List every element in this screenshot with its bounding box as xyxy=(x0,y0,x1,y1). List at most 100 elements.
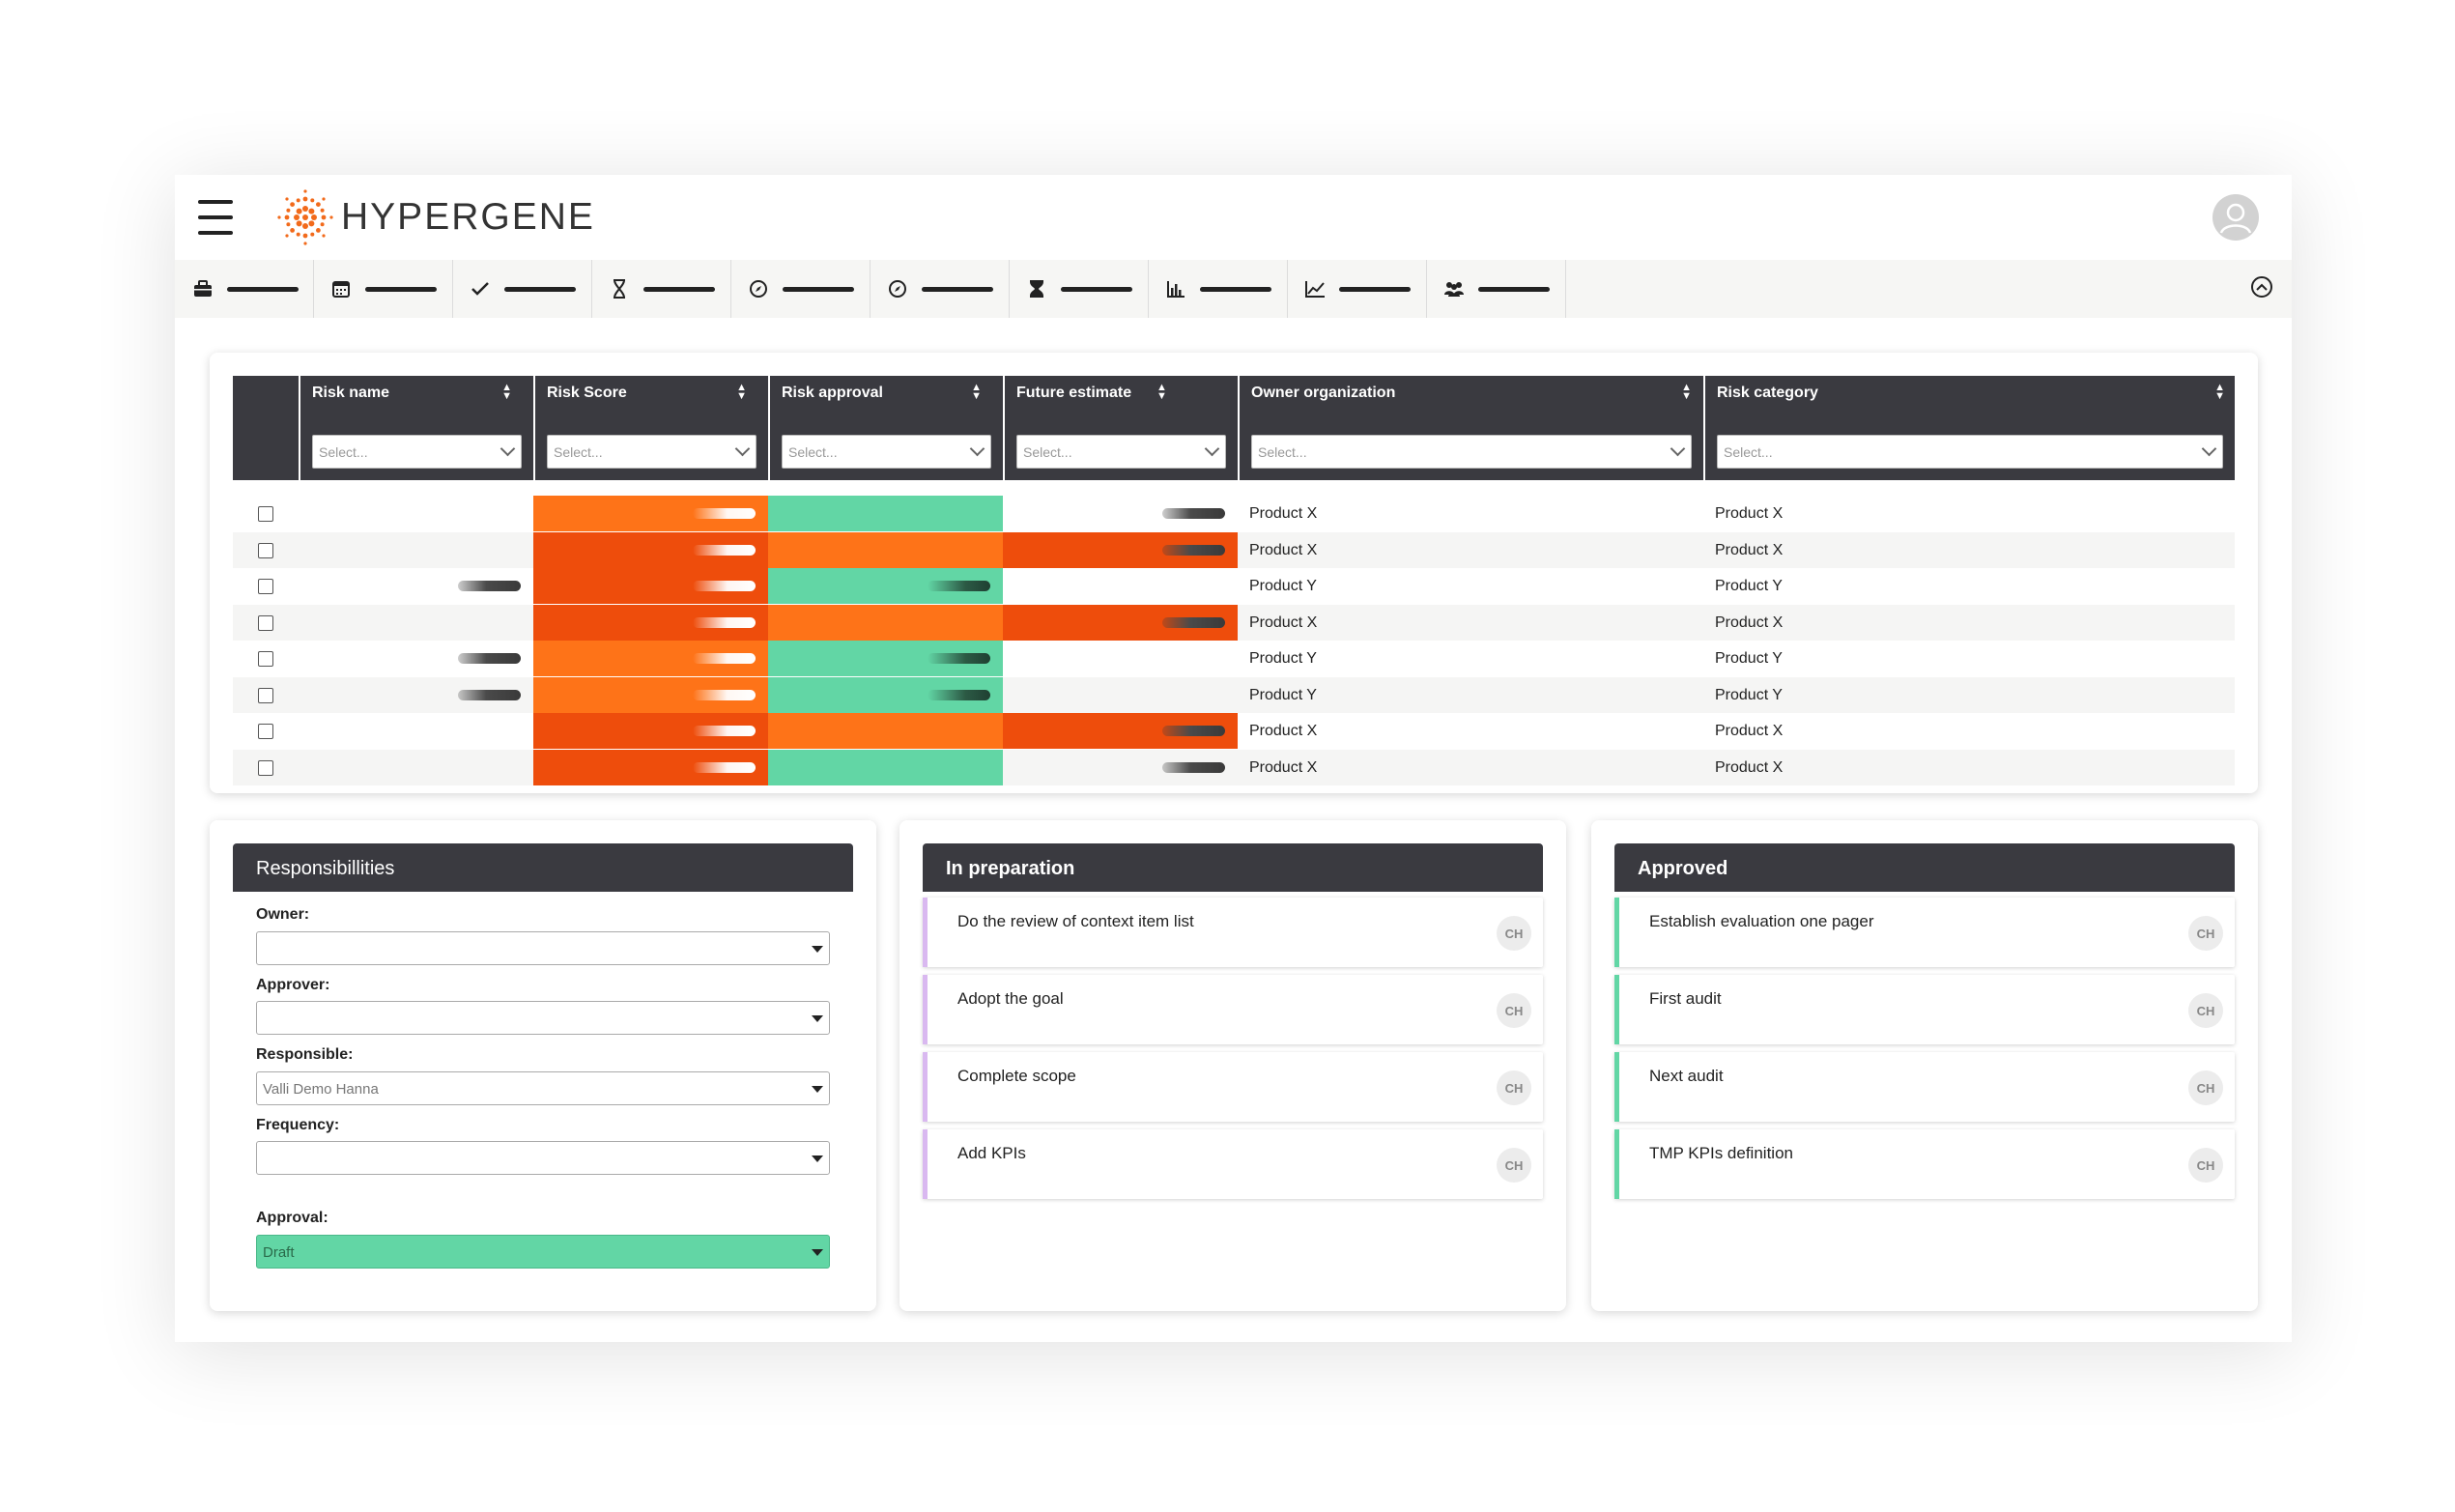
module-toolbar xyxy=(175,260,2292,318)
owner-organization-filter[interactable]: Select... xyxy=(1251,435,1692,469)
column-risk-score[interactable]: Risk Score ▲ ▼ Select... xyxy=(533,376,768,480)
risk-approval-filter[interactable]: Select... xyxy=(782,435,991,469)
owner-dropdown[interactable] xyxy=(256,931,830,965)
task-card[interactable]: Add KPIs CH xyxy=(923,1129,1543,1199)
sort-icon[interactable]: ▲ ▼ xyxy=(501,382,512,402)
value-pill xyxy=(693,761,756,773)
toolbar-item-hourglass[interactable] xyxy=(591,260,731,318)
column-future-estimate[interactable]: Future estimate ▲ ▼ Select... xyxy=(1003,376,1238,480)
hamburger-icon[interactable] xyxy=(198,198,233,237)
assignee-avatar[interactable]: CH xyxy=(2188,1070,2223,1105)
task-card[interactable]: Next audit CH xyxy=(1614,1052,2235,1122)
owner-organization-text: Product Y xyxy=(1249,686,1317,703)
risk-approval-cell xyxy=(768,568,1003,604)
status-accent xyxy=(923,898,928,967)
sort-icon[interactable]: ▲ ▼ xyxy=(1156,382,1167,402)
toolbar-item-line-chart[interactable] xyxy=(1287,260,1427,318)
owner-organization-cell: Product X xyxy=(1238,713,1703,749)
assignee-avatar[interactable]: CH xyxy=(1497,1148,1531,1183)
toolbar-label-placeholder xyxy=(365,286,437,292)
risk-score-cell xyxy=(533,676,768,713)
task-card[interactable]: Complete scope CH xyxy=(923,1052,1543,1122)
row-checkbox[interactable] xyxy=(258,651,273,667)
filter-placeholder: Select... xyxy=(788,444,838,460)
future-estimate-cell xyxy=(1003,641,1238,676)
risk-category-text: Product X xyxy=(1715,613,1784,631)
toolbar-item-bar-chart[interactable] xyxy=(1148,260,1288,318)
task-card[interactable]: TMP KPIs definition CH xyxy=(1614,1129,2235,1199)
row-checkbox[interactable] xyxy=(258,687,273,703)
risk-category-cell: Product X xyxy=(1703,713,2235,749)
toolbar-item-briefcase[interactable] xyxy=(175,260,314,318)
future-estimate-filter[interactable]: Select... xyxy=(1016,435,1226,469)
risk-score-cell xyxy=(533,604,768,641)
risk-category-cell: Product X xyxy=(1703,750,2235,785)
chevron-down-icon xyxy=(969,441,985,457)
value-pill xyxy=(928,653,990,664)
filter-placeholder: Select... xyxy=(319,444,368,460)
column-risk-name[interactable]: Risk name ▲ ▼ Select... xyxy=(299,376,533,480)
table-row[interactable]: Product X Product X xyxy=(233,604,2235,641)
assignee-avatar[interactable]: CH xyxy=(1497,1070,1531,1105)
toolbar-item-check[interactable] xyxy=(452,260,592,318)
row-checkbox[interactable] xyxy=(258,579,273,594)
frequency-dropdown[interactable] xyxy=(256,1141,830,1175)
responsible-dropdown[interactable]: Valli Demo Hanna xyxy=(256,1071,830,1105)
table-row[interactable]: Product Y Product Y xyxy=(233,568,2235,604)
chevron-down-icon xyxy=(1204,441,1220,457)
line-chart-icon xyxy=(1304,278,1326,300)
owner-organization-cell: Product X xyxy=(1238,496,1703,531)
table-row[interactable]: Product Y Product Y xyxy=(233,641,2235,676)
chevron-up-circle-icon[interactable] xyxy=(2251,276,2272,298)
sort-icon[interactable]: ▲ ▼ xyxy=(736,382,747,402)
toolbar-item-compass-2[interactable] xyxy=(870,260,1010,318)
task-card[interactable]: Establish evaluation one pager CH xyxy=(1614,898,2235,967)
task-card[interactable]: Adopt the goal CH xyxy=(923,975,1543,1044)
dropdown-value: Draft xyxy=(263,1244,295,1261)
logo[interactable]: HYPERGENE xyxy=(277,189,595,245)
toolbar-item-calendar[interactable] xyxy=(313,260,453,318)
column-risk-category[interactable]: Risk category ▲ ▼ Select... xyxy=(1703,376,2235,480)
row-checkbox[interactable] xyxy=(258,506,273,522)
assignee-avatar[interactable]: CH xyxy=(1497,916,1531,951)
future-estimate-cell xyxy=(1003,604,1238,641)
task-card[interactable]: First audit CH xyxy=(1614,975,2235,1044)
sort-icon[interactable]: ▲ ▼ xyxy=(971,382,982,402)
toolbar-item-team[interactable] xyxy=(1426,260,1566,318)
value-pill xyxy=(693,581,756,591)
column-risk-approval[interactable]: Risk approval ▲ ▼ Select... xyxy=(768,376,1003,480)
assignee-avatar[interactable]: CH xyxy=(2188,993,2223,1028)
assignee-avatar[interactable]: CH xyxy=(2188,1148,2223,1183)
approver-dropdown[interactable] xyxy=(256,1001,830,1035)
column-owner-organization[interactable]: Owner organization ▲ ▼ Select... xyxy=(1238,376,1703,480)
value-pill xyxy=(928,581,990,591)
approval-dropdown[interactable]: Draft xyxy=(256,1235,830,1269)
briefcase-icon xyxy=(192,278,214,300)
assignee-avatar[interactable]: CH xyxy=(2188,916,2223,951)
value-pill xyxy=(928,689,990,700)
row-checkbox[interactable] xyxy=(258,724,273,739)
risk-category-filter[interactable]: Select... xyxy=(1717,435,2223,469)
user-avatar-icon[interactable] xyxy=(2212,194,2259,241)
table-row[interactable]: Product X Product X xyxy=(233,749,2235,785)
owner-organization-text: Product X xyxy=(1249,505,1318,522)
task-card[interactable]: Do the review of context item list CH xyxy=(923,898,1543,967)
owner-organization-text: Product X xyxy=(1249,541,1318,558)
toolbar-item-compass[interactable] xyxy=(730,260,871,318)
risk-name-filter[interactable]: Select... xyxy=(312,435,522,469)
hourglass-icon xyxy=(609,278,630,300)
sort-icon[interactable]: ▲ ▼ xyxy=(2214,382,2225,402)
table-row[interactable]: Product Y Product Y xyxy=(233,676,2235,713)
toolbar-item-hourglass-filled[interactable] xyxy=(1009,260,1149,318)
row-checkbox[interactable] xyxy=(258,542,273,558)
sort-icon[interactable]: ▲ ▼ xyxy=(1681,382,1692,402)
chevron-down-icon xyxy=(734,441,751,457)
table-row[interactable]: Product X Product X xyxy=(233,531,2235,568)
assignee-avatar[interactable]: CH xyxy=(1497,993,1531,1028)
table-row[interactable]: Product X Product X xyxy=(233,713,2235,749)
table-row[interactable]: Product X Product X xyxy=(233,496,2235,531)
risk-score-filter[interactable]: Select... xyxy=(547,435,756,469)
row-checkbox[interactable] xyxy=(258,614,273,631)
owner-organization-cell: Product Y xyxy=(1238,677,1703,713)
row-checkbox[interactable] xyxy=(258,759,273,776)
